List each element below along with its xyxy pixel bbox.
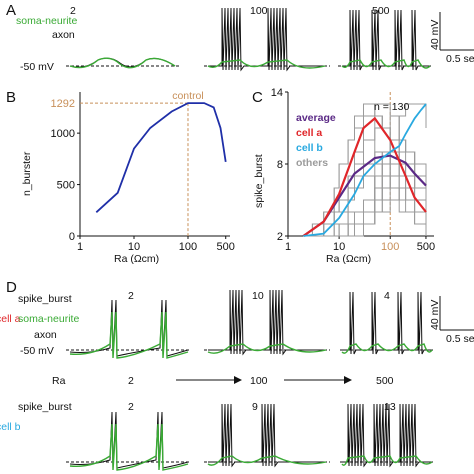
panel-d-b-trace-1-axon [69, 411, 189, 469]
panel-a-legend-soma: soma-neurite [16, 15, 77, 27]
panel-d-baseline-label: -50 mV [20, 345, 54, 357]
chart-c-others-trace [303, 175, 427, 237]
chart-c-others-trace [303, 175, 427, 237]
panel-a-scale-t-label: 0.5 sec [446, 53, 474, 65]
panel-d-ra-label: Ra [52, 375, 66, 387]
panel-d-cell-a-sb-2: 10 [252, 290, 264, 302]
chart-b-xtick-label: 10 [128, 241, 140, 253]
panel-d-b-trace-2-axon [208, 403, 326, 468]
panel-d-scale-v-label: 40 mV [429, 300, 441, 330]
chart-b-xlabel: Ra (Ωcm) [114, 253, 159, 265]
panel-d-a-trace-1-soma [69, 311, 189, 359]
chart-c-others-trace [303, 199, 426, 237]
panel-d-legend-axon: axon [34, 329, 57, 341]
panel-d-a-trace-3-soma [341, 343, 433, 354]
chart-c-series-cell-b [303, 103, 427, 237]
chart-c-legend-item: cell b [296, 142, 323, 154]
panel-d-cell-a-label: cell a [0, 313, 21, 325]
panel-d-spike-burst-label-a: spike_burst [18, 293, 72, 305]
chart-c-xtick-label: 500 [417, 241, 435, 253]
panel-a-trace-2-axon [208, 7, 325, 72]
panel-a-trace-3-axon [342, 9, 430, 71]
panel-a-label: A [6, 2, 16, 19]
chart-b-series-line [95, 102, 227, 213]
chart-c-legend-item: others [296, 157, 328, 169]
panel-a-ra-100: 100 [250, 5, 268, 17]
chart-c-xtick-label: 10 [333, 241, 345, 253]
chart-b-ytick-label: 1000 [51, 128, 75, 140]
panel-d-b-trace-3-axon [342, 403, 432, 468]
panel-a-trace-1-soma [69, 57, 176, 69]
panel-a-legend-axon: axon [52, 29, 75, 41]
panel-a-scale-v-label: 40 mV [429, 20, 441, 50]
chart-b-control-label: control [172, 90, 204, 102]
panel-d-scale-t-label: 0.5 sec [446, 333, 474, 345]
panel-d-cell-b-sb-1: 2 [128, 401, 134, 413]
chart-c-others-trace [303, 163, 427, 237]
chart-b-xtick-label: 100 [179, 241, 197, 253]
panel-d-a-trace-1-axon [69, 299, 189, 357]
panel-d-b-trace-1-soma [69, 423, 189, 471]
chart-c-series-cell-a [302, 116, 427, 237]
panel-d-ra-100: 100 [250, 375, 268, 387]
chart-c-annotation: n = 130 [374, 101, 409, 113]
panel-b-label: B [6, 89, 16, 106]
panel-d-label: D [6, 279, 17, 296]
panel-d-cell-b-sb-3: 13 [384, 401, 396, 413]
chart-b-xtick-label: 1 [77, 241, 83, 253]
panel-d-b-trace-3-soma [341, 455, 433, 466]
panel-d-cell-b-sb-2: 9 [252, 401, 258, 413]
chart-c-others-trace [303, 175, 427, 237]
panel-d-cell-a-sb-3: 4 [384, 290, 390, 302]
panel-d-ra-arrowhead-1 [234, 376, 242, 384]
panel-d-b-trace-2-soma [207, 455, 327, 466]
chart-c-ytick-label: 8 [277, 159, 283, 171]
panel-d-legend-soma: soma-neurite [18, 313, 79, 325]
chart-b-annotation-value: 1292 [51, 98, 75, 110]
chart-c: 1 10 100 500 2 8 14 average cell a cell b others [271, 87, 435, 253]
chart-c-xtick-label: 1 [285, 241, 291, 253]
chart-b: 1 10 100 500 0 500 1000 1292 control [51, 90, 235, 253]
panel-d-cell-a-sb-1: 2 [128, 290, 134, 302]
chart-b-xtick-label: 500 [217, 241, 235, 253]
panel-a-ra-500: 500 [372, 5, 390, 17]
chart-c-legend-item: average [296, 112, 336, 124]
chart-c-ylabel: spike_burst [253, 154, 265, 208]
chart-c-ytick-label: 14 [271, 87, 283, 99]
panel-d-spike-burst-label-b: spike_burst [18, 401, 72, 413]
panel-a-baseline-label: -50 mV [20, 61, 54, 73]
panel-a-trace-2-soma [207, 59, 326, 69]
panel-d-ra-arrowhead-2 [344, 376, 352, 384]
chart-b-ylabel: n_burster [21, 151, 33, 196]
panel-d-a-trace-2-soma [207, 343, 327, 354]
chart-b-ytick-label: 0 [69, 231, 75, 243]
panel-a-ra-2: 2 [70, 5, 76, 17]
panel-a-trace-3-soma [341, 59, 431, 69]
panel-d-ra-2: 2 [128, 375, 134, 387]
chart-c-ytick-label: 2 [277, 231, 283, 243]
chart-b-ytick-label: 500 [57, 180, 75, 192]
panel-d-ra-500: 500 [376, 375, 394, 387]
panel-c-label: C [252, 89, 263, 106]
panel-d-cell-b-label: cell b [0, 421, 21, 433]
panel-d-a-trace-2-axon [208, 289, 326, 356]
chart-c-legend-item: cell a [296, 127, 322, 139]
chart-c-others-trace [303, 175, 427, 237]
chart-c-xtick-label: 100 [381, 241, 399, 253]
chart-c-others-trace [303, 175, 427, 237]
chart-c-xlabel: Ra (Ωcm) [326, 253, 371, 265]
